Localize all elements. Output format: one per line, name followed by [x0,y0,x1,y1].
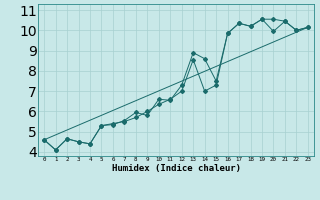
X-axis label: Humidex (Indice chaleur): Humidex (Indice chaleur) [111,164,241,173]
